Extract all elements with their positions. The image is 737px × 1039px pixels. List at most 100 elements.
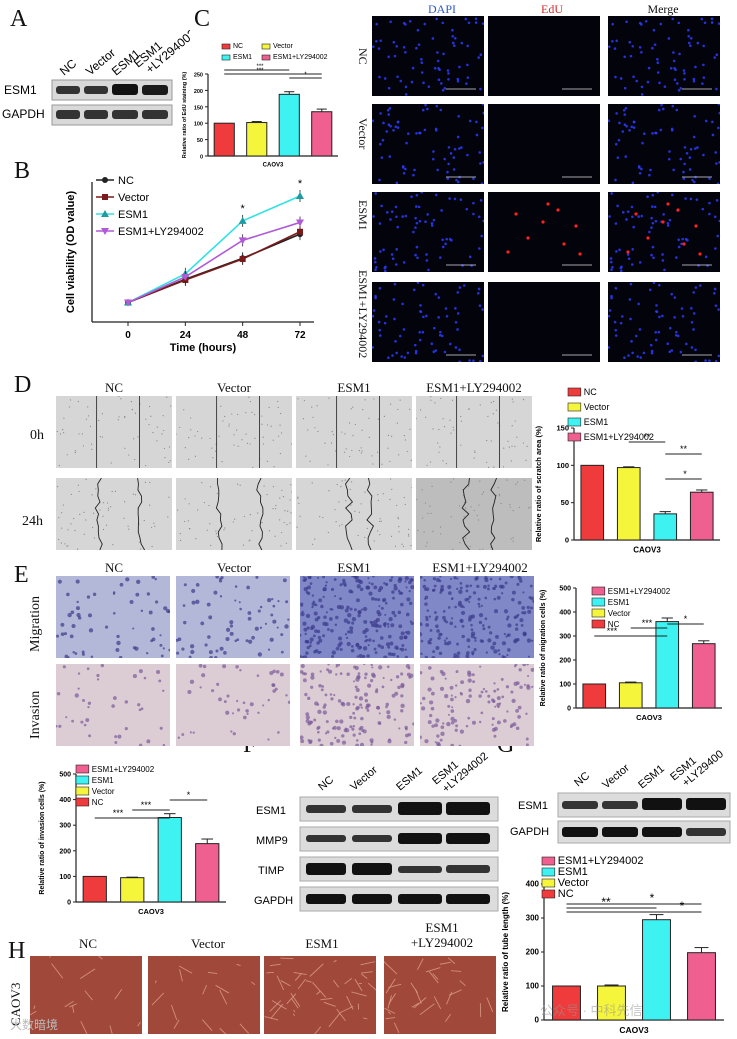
legend-label: Vector [118, 192, 150, 204]
d-col-0: NC [104, 380, 124, 395]
panel-letter-e: E [14, 562, 29, 588]
micro-col-merge: Merge [647, 2, 679, 16]
panel-letter-d: D [14, 372, 32, 398]
legend-label: ESM1 [608, 598, 630, 607]
e-col-2: ESM1 [337, 560, 371, 575]
band [56, 110, 80, 119]
series-line [127, 221, 301, 304]
y-tick-label: 200 [59, 848, 71, 855]
e-col-0: NC [104, 560, 124, 575]
blot-f-row-2: TIMP [258, 865, 284, 877]
bar-esm1 [653, 513, 678, 541]
legend-label: ESM1 [118, 209, 148, 221]
micrograph-edu-1 [488, 104, 600, 184]
micrograph-merge-1 [608, 104, 720, 184]
y-axis-label: Relative ratio of scratch area (%) [534, 425, 543, 542]
band [446, 865, 490, 873]
y-tick-label: 400 [526, 880, 540, 889]
legend-swatch [591, 597, 606, 607]
data-point [181, 273, 190, 281]
legend-label: ESM1 [558, 866, 588, 878]
series-line [127, 195, 301, 304]
blot-g-col-0: NC [572, 770, 592, 789]
bar-vector [597, 985, 626, 1021]
blot-g-col-1: Vector [600, 762, 632, 791]
e-col-1: Vector [217, 560, 251, 575]
legend-label: ESM1+LY294002 [584, 432, 654, 442]
blot-f-row-0: ESM1 [256, 805, 286, 817]
x-tick-label: 24 [180, 330, 192, 341]
scratch-image-1-3 [416, 478, 532, 550]
legend-swatch [591, 608, 606, 618]
sig-label: *** [256, 64, 264, 70]
legend-swatch [541, 867, 556, 877]
micrograph-dapi-0 [372, 16, 484, 96]
y-tick-label: 0 [535, 1016, 540, 1025]
y-tick-label: 400 [59, 797, 71, 804]
e-col-3: ESM1+LY294002 [432, 560, 528, 575]
scratch-image-1-1 [176, 478, 292, 550]
legend-swatch [567, 387, 582, 397]
y-tick-label: 300 [59, 823, 71, 830]
y-tick-label: 100 [526, 982, 540, 991]
band [642, 798, 682, 810]
y-tick-label: 50 [197, 138, 203, 144]
micro-row-3: ESM1+LY294002 [356, 270, 370, 359]
bar-nc [582, 683, 607, 709]
transwell-image-0-2 [300, 576, 414, 658]
legend-swatch [221, 54, 231, 61]
micrograph-edu-2 [488, 192, 600, 272]
sig-label: * [298, 178, 303, 190]
band [446, 802, 490, 815]
band [112, 110, 138, 119]
y-axis-label: Relative ratio of invasion cells (%) [39, 781, 46, 894]
band [562, 801, 598, 809]
bar-vector [618, 682, 643, 709]
x-tick-label: 0 [125, 330, 131, 341]
legend-swatch [261, 54, 271, 61]
transwell-image-1-0 [56, 664, 170, 746]
sig-label: ** [680, 444, 688, 454]
chart-d: 0 50 100 150 CAOV3 Relative ratio of scratch … [534, 387, 720, 555]
y-tick-label: 0 [567, 706, 571, 713]
y-tick-label: 200 [559, 658, 571, 665]
x-axis-label: CAOV3 [636, 713, 662, 722]
data-point [296, 192, 304, 199]
band [352, 894, 392, 904]
sig-label: *** [141, 800, 152, 810]
panel-c-micrographs: DAPI EdU Merge NC Vector ESM1 ESM1+LY294… [352, 0, 737, 370]
watermark-left-text: 大数暗境 [10, 1018, 59, 1032]
data-point [239, 256, 246, 262]
legend-label: Vector [608, 609, 631, 618]
transwell-image-1-2 [300, 664, 414, 746]
y-tick-label: 0 [565, 536, 569, 545]
sig-label: * [304, 72, 307, 78]
chart-c: 0 50 100 150 200 250 CAOV3 Relative ratio of Ed… [182, 43, 338, 169]
transwell-image-1-3 [420, 664, 534, 746]
x-tick-label: 72 [294, 330, 306, 341]
scratch-image-0-2 [296, 396, 412, 468]
y-tick-label: 250 [194, 73, 203, 79]
micrograph-merge-2 [608, 192, 720, 272]
x-axis-label: CAOV3 [138, 907, 164, 916]
blot-f-col-1: Vector [348, 764, 380, 793]
x-axis-label: Time (hours) [170, 342, 237, 354]
bar-nc [213, 122, 235, 157]
y-tick-label: 300 [526, 914, 540, 923]
y-tick-label: 200 [194, 89, 203, 95]
data-point [101, 228, 109, 235]
band [352, 835, 392, 842]
legend-swatch [75, 786, 90, 796]
sig-label: *** [642, 618, 653, 628]
blot-g-col-2: ESM1 [636, 763, 667, 791]
blot-g-row-1: GAPDH [510, 826, 549, 838]
y-tick-label: 300 [559, 634, 571, 641]
band [84, 86, 108, 94]
band [306, 835, 346, 842]
legend-label: NC [558, 888, 574, 900]
legend-label: ESM1+LY294002 [608, 587, 671, 596]
y-tick-label: 50 [561, 498, 569, 507]
bar-esm1ly294002 [689, 491, 714, 541]
tube-image-1 [148, 956, 260, 1034]
h-col-0: NC [78, 936, 98, 951]
